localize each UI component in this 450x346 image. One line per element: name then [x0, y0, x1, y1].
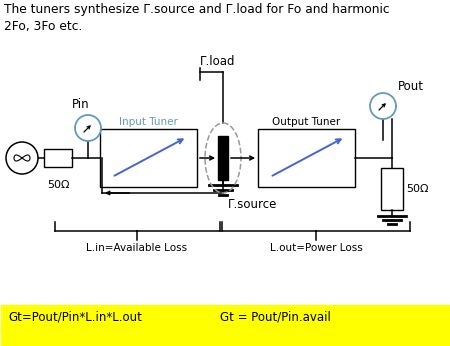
Circle shape: [370, 93, 396, 119]
Text: 50Ω: 50Ω: [47, 180, 69, 190]
Text: The tuners synthesize Γ.source and Γ.load for Fo and harmonic
2Fo, 3Fo etc.: The tuners synthesize Γ.source and Γ.loa…: [4, 3, 390, 33]
Text: Γ.load: Γ.load: [200, 55, 235, 68]
Circle shape: [6, 142, 38, 174]
Text: L.out=Power Loss: L.out=Power Loss: [270, 243, 362, 253]
Text: Input Tuner: Input Tuner: [118, 117, 177, 127]
Text: Gt=Pout/Pin*L.in*L.out: Gt=Pout/Pin*L.in*L.out: [8, 311, 142, 324]
Text: Output Tuner: Output Tuner: [272, 117, 340, 127]
Bar: [381, 168, 403, 210]
Bar: [44, 149, 72, 167]
Bar: [1, 305, 449, 345]
Text: Pin: Pin: [72, 98, 90, 111]
Text: Pout: Pout: [398, 80, 424, 93]
Bar: [258, 129, 355, 187]
Bar: [100, 129, 197, 187]
Bar: [218, 136, 228, 180]
Text: L.in=Available Loss: L.in=Available Loss: [86, 243, 188, 253]
Text: 50Ω: 50Ω: [406, 184, 428, 194]
Text: Gt = Pout/Pin.avail: Gt = Pout/Pin.avail: [220, 311, 331, 324]
Text: Γ.source: Γ.source: [228, 198, 277, 211]
Circle shape: [75, 115, 101, 141]
